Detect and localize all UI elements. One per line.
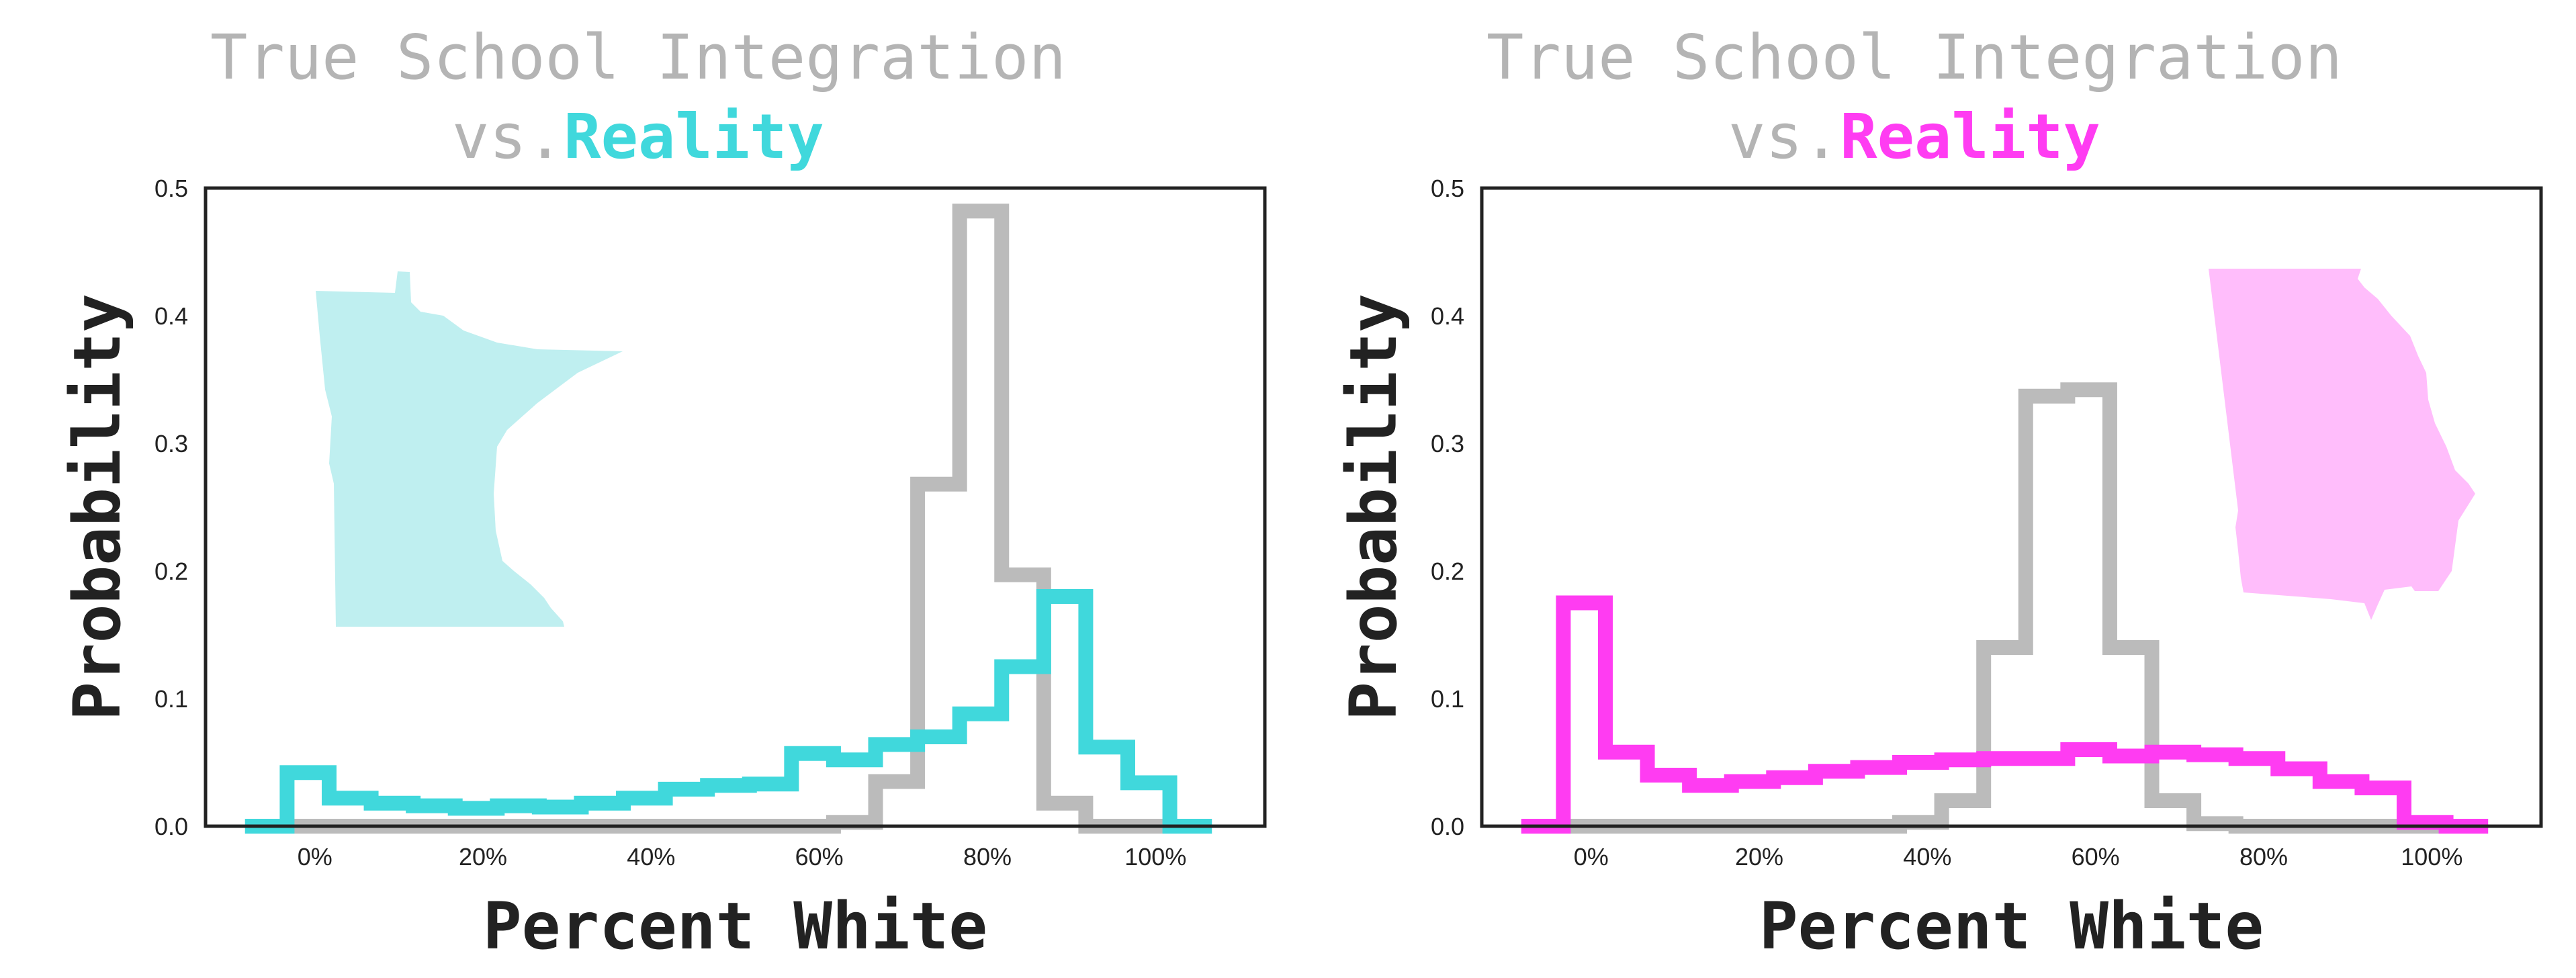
y-tick-label: 0.0 [154,813,188,840]
y-tick-label: 0.0 [1431,813,1464,840]
chart-panel-minnesota: True School Integration vs.Reality 0.0 0.… [0,0,1276,978]
x-tick-label: 20% [1735,843,1783,871]
x-axis-ticks: 0% 20% 40% 60% 80% 100% [298,843,1187,871]
x-axis-label: Percent White [1759,889,2264,964]
x-axis-label: Percent White [483,889,987,964]
y-tick-label: 0.5 [154,175,188,202]
chart-title-line2: vs.Reality [0,99,1276,175]
chart-title-prefix: vs. [452,101,564,173]
y-tick-label: 0.5 [1431,175,1464,202]
x-tick-label: 80% [963,843,1012,871]
x-tick-label: 60% [2072,843,2120,871]
y-tick-label: 0.4 [154,302,188,330]
y-tick-label: 0.4 [1431,302,1464,330]
reality-histogram-series [245,589,1212,834]
x-axis-ticks: 0% 20% 40% 60% 80% 100% [1574,843,2463,871]
x-tick-label: 80% [2239,843,2288,871]
chart-title-highlight: Reality [564,101,824,173]
histogram-plot: 0.0 0.1 0.2 0.3 0.4 0.5 0% 20% 40% 60% 80% 100% Pe… [60,175,1267,964]
y-axis-ticks: 0.0 0.1 0.2 0.3 0.4 0.5 [1431,175,1464,840]
y-tick-label: 0.1 [154,685,188,713]
chart-title-line1: True School Integration [210,21,1066,93]
georgia-map-icon [2209,269,2475,620]
y-tick-label: 0.1 [1431,685,1464,713]
x-tick-label: 40% [1903,843,1951,871]
y-axis-label: Probability [1336,294,1411,721]
x-tick-label: 40% [627,843,675,871]
chart-title-line1: True School Integration [1486,21,2342,93]
y-tick-label: 0.2 [154,558,188,585]
y-axis-ticks: 0.0 0.1 0.2 0.3 0.4 0.5 [154,175,188,840]
x-tick-label: 100% [1124,843,1186,871]
minnesota-map-icon [316,271,623,627]
y-tick-label: 0.3 [154,430,188,457]
x-tick-label: 100% [2401,843,2462,871]
y-axis-label: Probability [60,294,135,721]
chart-title-line2: vs.Reality [1276,99,2552,175]
x-tick-label: 0% [298,843,332,871]
x-tick-label: 60% [795,843,844,871]
x-tick-label: 0% [1574,843,1609,871]
x-tick-label: 20% [459,843,507,871]
plot-frame [204,186,1267,828]
chart-title-highlight: Reality [1840,101,2100,173]
chart-title-prefix: vs. [1728,101,1840,173]
chart-panel-georgia: True School Integration vs.Reality 0.0 0.… [1276,0,2552,978]
y-tick-label: 0.2 [1431,558,1464,585]
reality-histogram-series [1521,595,2489,834]
histogram-plot: 0.0 0.1 0.2 0.3 0.4 0.5 0% 20% 40% 60% 80% 100% Pe… [1336,175,2543,964]
plot-frame [1480,186,2543,828]
y-tick-label: 0.3 [1431,430,1464,457]
